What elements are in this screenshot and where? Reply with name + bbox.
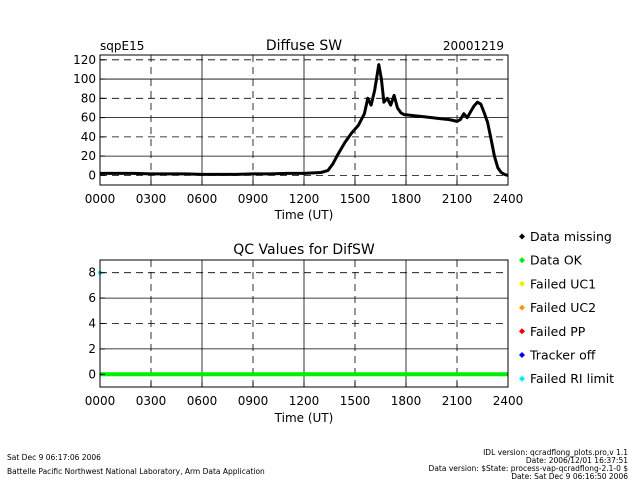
plot2-xtick-label: 2100: [442, 394, 473, 408]
plot1-ytick-label: 40: [81, 130, 96, 144]
plot1-xtick-label: 1200: [289, 192, 320, 206]
plot2-ytick-label: 8: [88, 266, 96, 280]
plot2-ytick-label: 6: [88, 291, 96, 305]
plot1-ytick-label: 60: [81, 111, 96, 125]
plot2-xtick-label: 0000: [85, 394, 116, 408]
plot2-series: [98, 270, 508, 377]
plot1-ytick-label: 80: [81, 91, 96, 105]
footer-right-line1: IDL version: qcradflong_plots.pro,v 1.1: [483, 448, 628, 457]
legend-diamond-icon: [519, 304, 525, 311]
plot1-xtick-label: 1500: [340, 192, 371, 206]
plot1-xtick-label: 2400: [493, 192, 524, 206]
legend-label: Failed PP: [530, 324, 586, 339]
legend-label: Data missing: [530, 229, 612, 244]
legend-diamond-icon: [519, 257, 525, 264]
plot1-xtick-label: 1800: [391, 192, 422, 206]
plot2-title: QC Values for DifSW: [233, 242, 375, 258]
date-label: 20001219: [443, 39, 504, 53]
diffuse-sw-plot: 0000 0300 0600 0900 1200 1500 1800 2100 2400 0 20 4…: [73, 38, 523, 222]
plot2-ticks: 0000 0300 0600 0900 1200 1500 1800 2100 2400 0 2 4 6…: [85, 266, 524, 408]
footer-left-line2: Battelle Pacific Northwest National Labo…: [7, 467, 265, 476]
plot2-grid: [100, 260, 508, 387]
plot1-ytick-label: 0: [88, 168, 96, 182]
footer-right-line3: Data version: $State: process-vap-qcradf…: [428, 464, 628, 473]
legend-label: Failed RI limit: [530, 371, 614, 386]
legend-label: Data OK: [530, 253, 583, 268]
legend-diamond-icon: [519, 375, 525, 382]
plot1-ytick-label: 20: [81, 149, 96, 163]
plot1-ticks: 0000 0300 0600 0900 1200 1500 1800 2100 2400 0 20 4…: [73, 53, 523, 206]
plot2-xlabel: Time (UT): [274, 411, 334, 425]
plot2-xtick-label: 1200: [289, 394, 320, 408]
plot2-xtick-label: 0900: [238, 394, 269, 408]
plot1-xtick-label: 0300: [136, 192, 167, 206]
plot1-xtick-label: 0600: [187, 192, 218, 206]
footer-right-line2: Date: 2006/12/01 16:37:51: [525, 456, 628, 465]
qc-values-plot: 0000 0300 0600 0900 1200 1500 1800 2100 2400 0 2 4 6…: [85, 242, 524, 425]
plot1-title: Diffuse SW: [266, 38, 342, 54]
plot2-xtick-label: 0300: [136, 394, 167, 408]
plot2-xtick-label: 1800: [391, 394, 422, 408]
plot2-xtick-label: 1500: [340, 394, 371, 408]
legend-label: Tracker off: [529, 348, 596, 363]
legend-diamond-icon: [519, 328, 525, 335]
legend-label: Failed UC2: [530, 300, 596, 315]
plot2-xtick-label: 2400: [493, 394, 524, 408]
plot1-xtick-label: 0000: [85, 192, 116, 206]
legend-diamond-icon: [519, 280, 525, 287]
plot1-series: [100, 63, 509, 177]
plot2-ytick-label: 4: [88, 317, 96, 331]
plot1-ytick-label: 120: [73, 53, 96, 67]
plot2-ytick-label: 2: [88, 342, 96, 356]
footer-left-line1: Sat Dec 9 06:17:06 2006: [7, 453, 101, 462]
plot1-xtick-label: 2100: [442, 192, 473, 206]
diffuse-sw-line: [100, 63, 509, 177]
plot1-xtick-label: 0900: [238, 192, 269, 206]
qc-legend: Data missing Data OK Failed UC1 Failed UC2 F…: [519, 229, 614, 386]
site-label: sqpE15: [100, 39, 144, 53]
legend-diamond-icon: [519, 233, 525, 240]
footer-right-line4: Date: Sat Dec 9 06:16:50 2006: [511, 472, 628, 481]
plot1-xlabel: Time (UT): [274, 208, 334, 222]
plot2-ytick-label: 0: [88, 367, 96, 381]
plot1-ytick-label: 100: [73, 72, 96, 86]
legend-diamond-icon: [519, 352, 525, 358]
plot2-xtick-label: 0600: [187, 394, 218, 408]
legend-label: Failed UC1: [530, 276, 596, 291]
